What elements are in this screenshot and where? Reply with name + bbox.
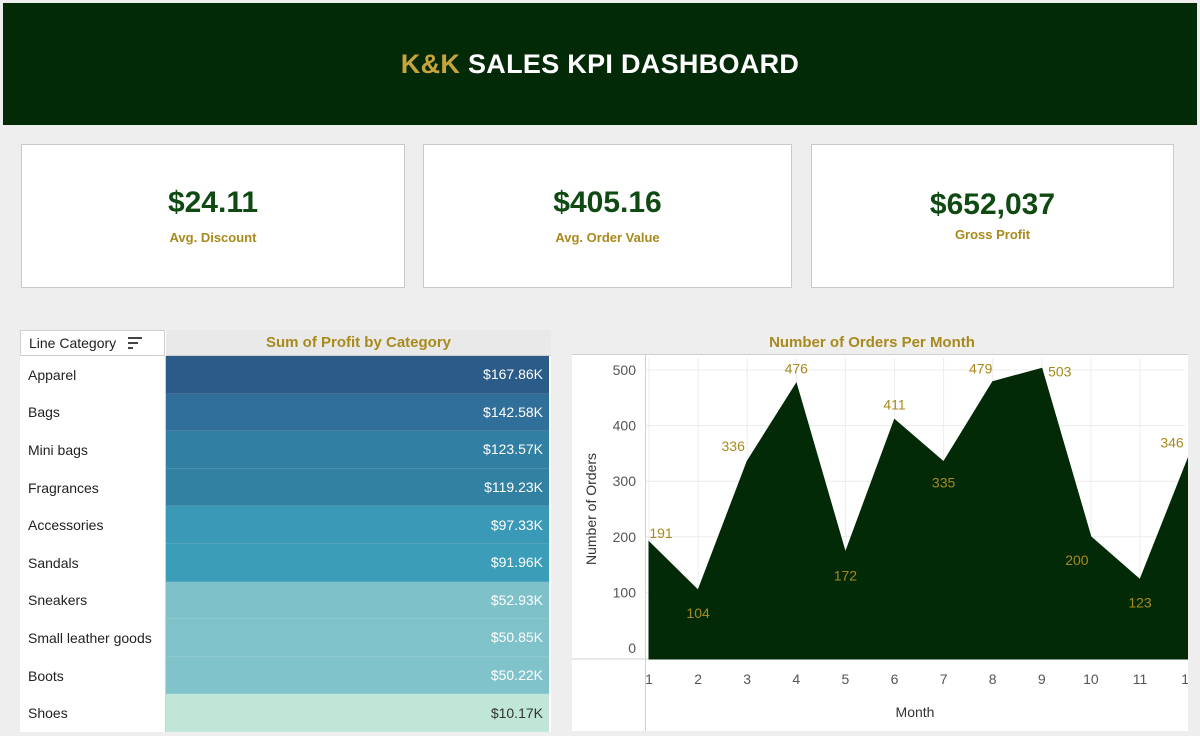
y-tick-label: 500	[613, 362, 637, 378]
category-label: Fragrances	[20, 468, 165, 507]
category-label: Sneakers	[20, 581, 165, 620]
y-tick-label: 400	[613, 418, 637, 434]
x-tick-label: 5	[842, 671, 850, 687]
column-divider	[165, 356, 166, 732]
data-label: 336	[722, 438, 746, 454]
data-label: 476	[785, 360, 809, 376]
data-label: 411	[883, 396, 906, 412]
x-tick-label: 8	[989, 671, 997, 687]
x-tick-label: 6	[891, 671, 899, 687]
x-tick-label: 1	[645, 671, 653, 687]
kpi-label: Avg. Discount	[169, 229, 257, 245]
profit-cell[interactable]: $50.85K	[166, 619, 549, 657]
data-label: 191	[649, 525, 673, 541]
profit-cell[interactable]: $52.93K	[166, 581, 549, 620]
kpi-card-gross-profit: $652,037 Gross Profit	[811, 144, 1174, 288]
kpi-label: Gross Profit	[954, 227, 1031, 242]
profit-cell[interactable]: $50.22K	[166, 656, 549, 695]
table-title: Sum of Profit by Category	[166, 330, 551, 356]
profit-cell[interactable]: $119.23K	[166, 468, 549, 507]
profit-cell[interactable]: $123.57K	[166, 431, 549, 469]
data-label: 335	[932, 475, 956, 491]
title-text: SALES KPI DASHBOARD	[467, 48, 800, 79]
category-label: Apparel	[20, 356, 165, 394]
data-label: 172	[834, 567, 858, 583]
profit-cell[interactable]: $167.86K	[166, 356, 549, 394]
kpi-value: $652,037	[929, 188, 1056, 221]
kpi-card-avg-order-value: $405.16 Avg. Order Value	[423, 144, 792, 288]
column-header-line-category[interactable]: Line Category	[20, 330, 165, 356]
dashboard-title: K&K SALES KPI DASHBOARD	[401, 49, 799, 80]
y-tick-label: 300	[613, 473, 637, 489]
y-axis-title: Number of Orders	[583, 453, 599, 565]
x-tick-label: 2	[694, 671, 702, 687]
brand-name: K&K	[400, 48, 461, 79]
data-label: 123	[1128, 595, 1152, 611]
profit-cell[interactable]: $10.17K	[166, 694, 549, 732]
profit-cell[interactable]: $142.58K	[166, 393, 549, 432]
category-label: Boots	[20, 656, 165, 695]
category-label: Small leather goods	[20, 619, 165, 657]
x-tick-label: 4	[792, 671, 800, 687]
x-tick-label: 12	[1181, 671, 1188, 687]
column-header-label: Line Category	[29, 335, 117, 351]
kpi-value: $405.16	[553, 185, 662, 219]
category-label: Mini bags	[20, 431, 165, 469]
category-label: Accessories	[20, 506, 165, 544]
chart-title: Number of Orders Per Month	[769, 334, 975, 351]
data-label: 503	[1048, 363, 1072, 379]
x-tick-label: 7	[940, 671, 948, 687]
kpi-card-avg-discount: $24.11 Avg. Discount	[21, 144, 405, 288]
data-label: 104	[686, 605, 710, 621]
orders-per-month-chart: 0100200300400500123456789101112MonthNumb…	[572, 354, 1197, 731]
profit-cell[interactable]: $97.33K	[166, 506, 549, 544]
profit-cell[interactable]: $91.96K	[166, 544, 549, 582]
category-label: Bags	[20, 393, 165, 432]
orders-area	[648, 367, 1190, 660]
orders-chart-svg: 0100200300400500123456789101112MonthNumb…	[572, 354, 1197, 731]
category-label: Sandals	[20, 544, 165, 582]
profit-by-category-table: Line Category Sum of Profit by Category …	[20, 330, 551, 732]
data-label: 346	[1160, 435, 1184, 451]
x-tick-label: 11	[1133, 671, 1148, 687]
x-tick-label: 3	[743, 671, 751, 687]
kpi-label: Avg. Order Value	[555, 229, 660, 245]
x-tick-label: 9	[1038, 671, 1046, 687]
sort-icon[interactable]	[128, 337, 143, 349]
y-tick-label: 200	[613, 529, 637, 545]
data-label: 200	[1065, 552, 1089, 568]
dashboard-header: K&K SALES KPI DASHBOARD	[3, 3, 1197, 125]
x-tick-label: 10	[1083, 671, 1099, 687]
category-label: Shoes	[20, 694, 165, 732]
y-tick-label: 0	[628, 640, 636, 656]
x-axis-title: Month	[896, 704, 935, 720]
y-tick-label: 100	[613, 584, 637, 600]
data-label: 479	[969, 361, 993, 377]
kpi-value: $24.11	[167, 185, 259, 219]
